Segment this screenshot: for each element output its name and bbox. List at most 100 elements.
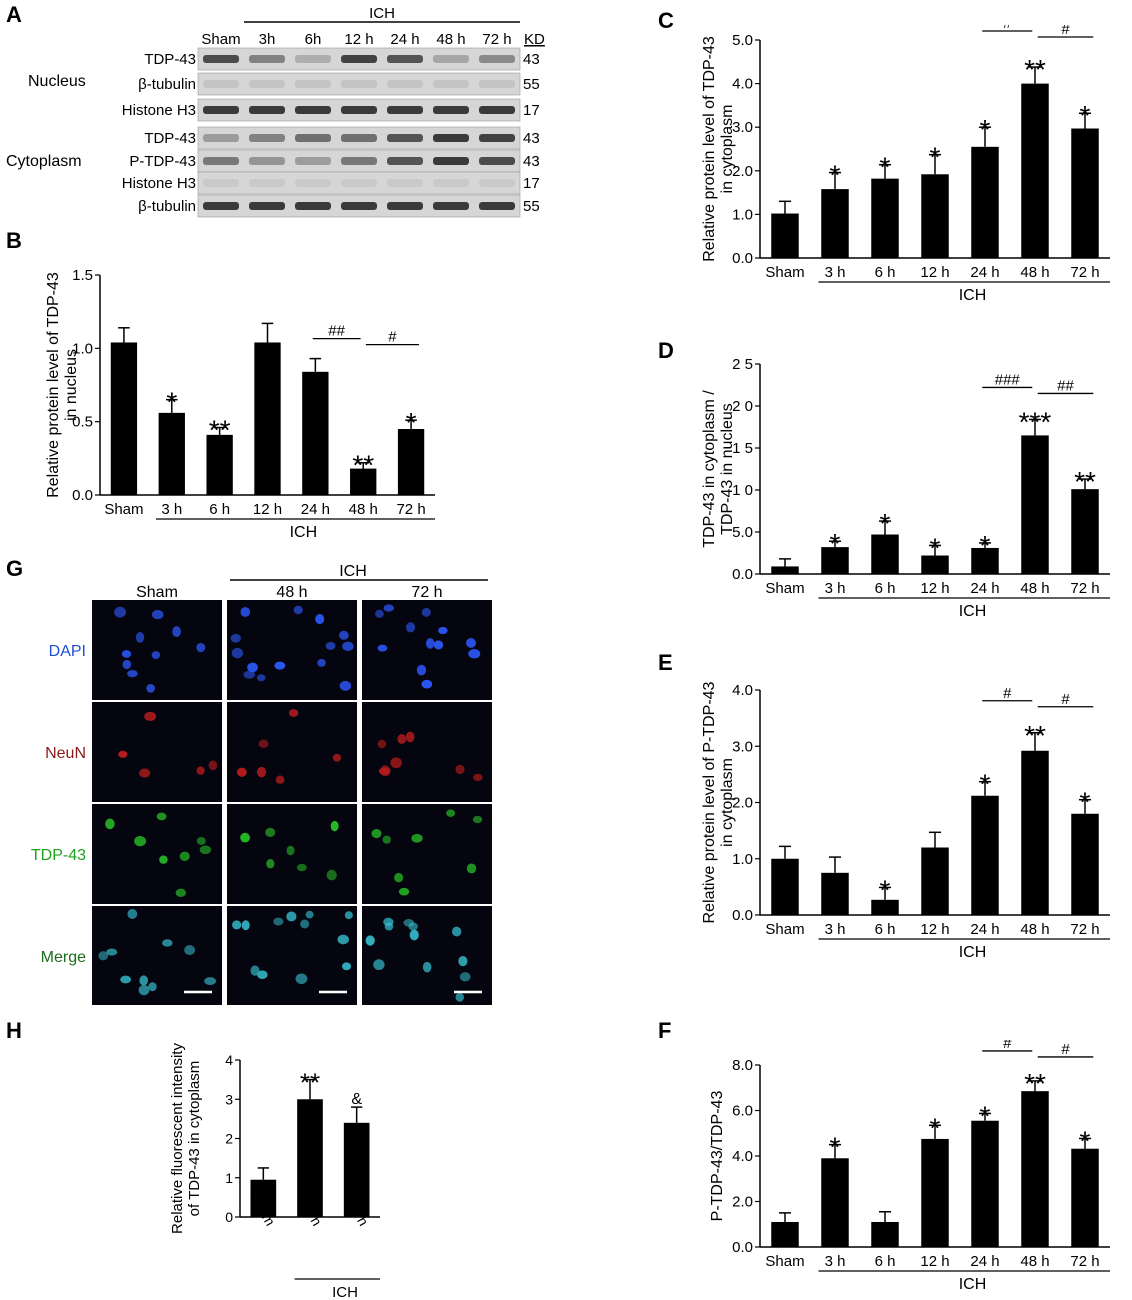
y-axis-label: Relative protein level of TDP-43: [45, 272, 62, 498]
x-tick-label: 6 h: [209, 501, 230, 518]
micro-cell: [295, 973, 308, 985]
x-tick-label: 24 h: [970, 921, 999, 938]
x-tick-label: 24 h: [970, 1253, 999, 1270]
y-tick-label: 0.5: [72, 414, 93, 431]
micro-cell: [156, 812, 167, 821]
bracket-label: ###: [995, 371, 1021, 388]
significance-mark: *: [880, 874, 891, 905]
micro-cell: [146, 683, 156, 693]
bar: [397, 429, 425, 495]
y-axis-label: TDP-43 in cytoplasm /: [701, 390, 718, 548]
micro-column-label: Sham: [136, 584, 178, 601]
blot-band: [203, 106, 239, 114]
micro-cell: [468, 649, 481, 659]
micro-cell: [339, 680, 352, 691]
significance-mark: *: [980, 769, 991, 800]
micro-cell: [466, 638, 476, 648]
blot-band: [433, 157, 469, 165]
micro-cell: [458, 956, 468, 967]
blot-band: [249, 202, 285, 210]
significance-mark: *: [1080, 1125, 1091, 1156]
blot-band: [479, 134, 515, 142]
blot-band: [203, 80, 239, 88]
blot-band: [387, 134, 423, 142]
blot-lane-label: 3h: [259, 31, 276, 48]
y-axis-label: Relative protein level of TDP-43: [701, 36, 718, 262]
blot-ich-label: ICH: [369, 5, 395, 22]
y-tick-label: 0: [225, 1209, 233, 1225]
bar: [971, 795, 999, 915]
micro-cell: [403, 918, 415, 927]
x-tick-label: 3 h: [161, 501, 182, 518]
micro-cell: [122, 659, 132, 670]
panel-label-c: C: [658, 8, 674, 33]
x-tick-label: 6 h: [875, 264, 896, 281]
blot-band: [341, 80, 377, 88]
x-tick-label: 24 h: [970, 264, 999, 281]
y-axis-label: in cytoplasm: [719, 758, 736, 847]
blot-band: [387, 106, 423, 114]
micro-cell: [151, 651, 161, 660]
micro-cell: [466, 863, 477, 874]
micro-cell: [118, 750, 128, 758]
y-tick-label: 1 0: [732, 482, 753, 499]
blot-band: [295, 80, 331, 88]
y-axis-label: in cytoplasm: [719, 105, 736, 194]
micro-cell: [275, 775, 285, 784]
micro-ich-label: ICH: [339, 563, 367, 580]
bar: [871, 534, 899, 574]
x-tick-label: Sham: [104, 501, 143, 518]
blot-band: [387, 80, 423, 88]
micro-cell: [337, 934, 349, 945]
significance-mark: **: [352, 450, 374, 481]
micro-cell: [240, 607, 251, 617]
blot-band: [249, 157, 285, 165]
micro-cell: [300, 919, 310, 929]
blot-kd-value: 43: [523, 51, 540, 68]
x-tick-label: 72 h: [1070, 921, 1099, 938]
micro-cell: [446, 809, 456, 817]
significance-mark: **: [209, 415, 231, 446]
y-tick-label: 8.0: [732, 1057, 753, 1074]
blot-lane-label: 12 h: [344, 31, 373, 48]
micro-cell: [273, 917, 284, 926]
group-label: ICH: [290, 524, 318, 541]
blot-band: [387, 179, 423, 187]
micro-cell: [266, 858, 275, 869]
blot-kd-value: 17: [523, 175, 540, 192]
micro-cell: [247, 662, 259, 673]
blot-band: [387, 55, 423, 63]
panel-label-f: F: [658, 1018, 672, 1043]
blot-kd-value: 55: [523, 76, 540, 93]
micro-cell: [390, 757, 402, 769]
blot-section-nucleus: Nucleus: [28, 73, 86, 90]
significance-mark: *: [980, 114, 991, 145]
micro-row-label: Merge: [41, 949, 86, 966]
x-tick-label: 48 h: [1020, 580, 1049, 597]
micro-cell: [380, 765, 391, 777]
x-tick-label: 72 h: [396, 501, 425, 518]
x-tick-label: Sham: [765, 264, 804, 281]
micro-row-label: NeuN: [45, 745, 86, 762]
bar: [921, 847, 949, 915]
x-tick-label: 3 h: [825, 580, 846, 597]
y-axis-label: of TDP-43 in cytoplasm: [186, 1061, 203, 1217]
bar: [771, 566, 799, 574]
significance-mark: *: [830, 1132, 841, 1163]
blot-kd-value: 55: [523, 198, 540, 215]
blot-row-label: TDP-43: [144, 130, 196, 147]
micro-cell: [288, 709, 299, 717]
significance-mark: **: [1024, 1068, 1046, 1099]
bar: [971, 1120, 999, 1247]
micro-cell: [139, 975, 149, 986]
significance-mark: *: [830, 160, 841, 191]
micro-cell: [204, 977, 216, 986]
bracket-label: #: [1003, 685, 1012, 702]
micro-cell: [274, 661, 286, 670]
micro-cell: [421, 607, 431, 617]
blot-band: [387, 157, 423, 165]
x-tick-label: 12 h: [920, 580, 949, 597]
group-label: ICH: [959, 1276, 987, 1293]
y-axis-label: TDP-43 in nucleus: [719, 403, 736, 535]
